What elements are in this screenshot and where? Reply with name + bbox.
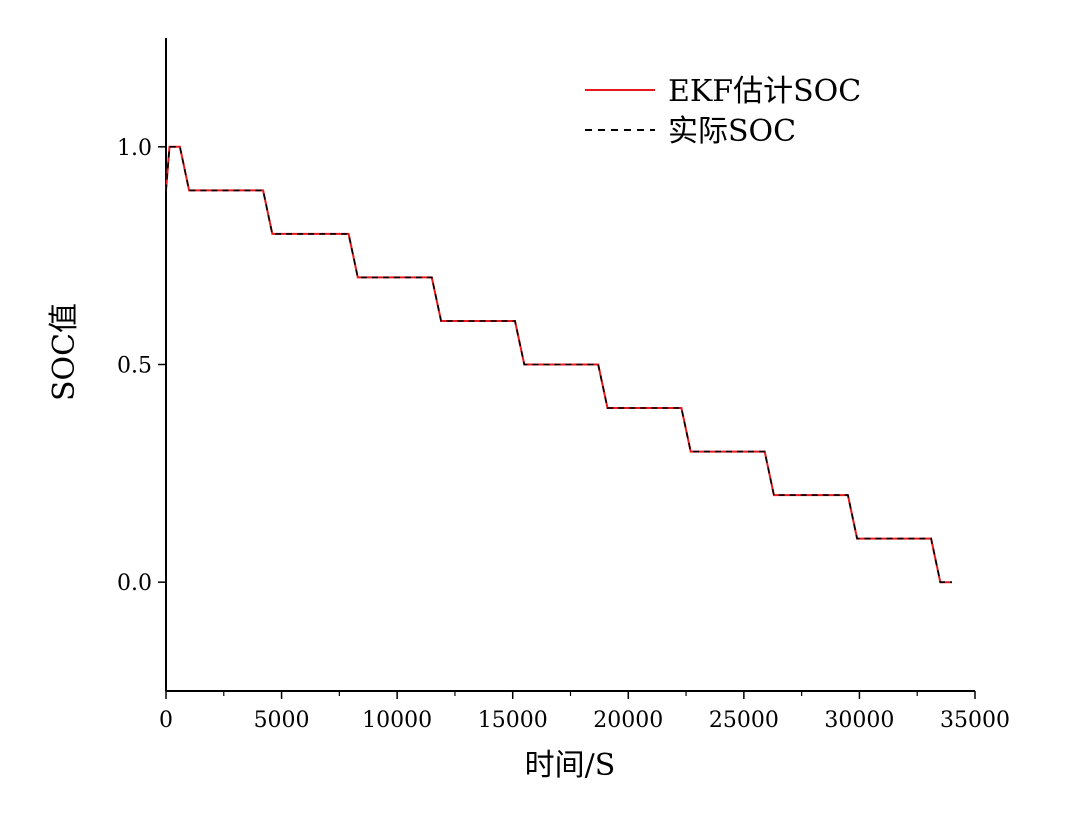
series-layer	[165, 145, 952, 584]
y-tick-label: 0.0	[117, 571, 152, 596]
x-tick-label: 10000	[362, 708, 432, 733]
x-tick-label: 30000	[824, 708, 894, 733]
y-axis-title: SOC值	[47, 303, 82, 401]
legend-label-actual: 实际SOC	[668, 114, 796, 149]
y-tick-label: 1.0	[117, 136, 152, 161]
series-line-actual	[165, 146, 952, 584]
x-ticks: 0 5000 10000 15000 20000 25000 30000 35000	[159, 691, 1010, 733]
y-ticks: 0.0 0.5 1.0	[117, 136, 166, 596]
x-tick-label: 0	[159, 708, 173, 733]
x-tick-label: 35000	[940, 708, 1010, 733]
legend: EKF估计SOC 实际SOC	[585, 74, 861, 149]
x-tick-label: 15000	[478, 708, 548, 733]
x-tick-label: 25000	[709, 708, 779, 733]
x-tick-label: 5000	[254, 708, 310, 733]
x-axis-title: 时间/S	[525, 748, 616, 783]
y-tick-label: 0.5	[117, 354, 152, 379]
legend-label-ekf: EKF估计SOC	[668, 74, 861, 109]
x-tick-label: 20000	[593, 708, 663, 733]
